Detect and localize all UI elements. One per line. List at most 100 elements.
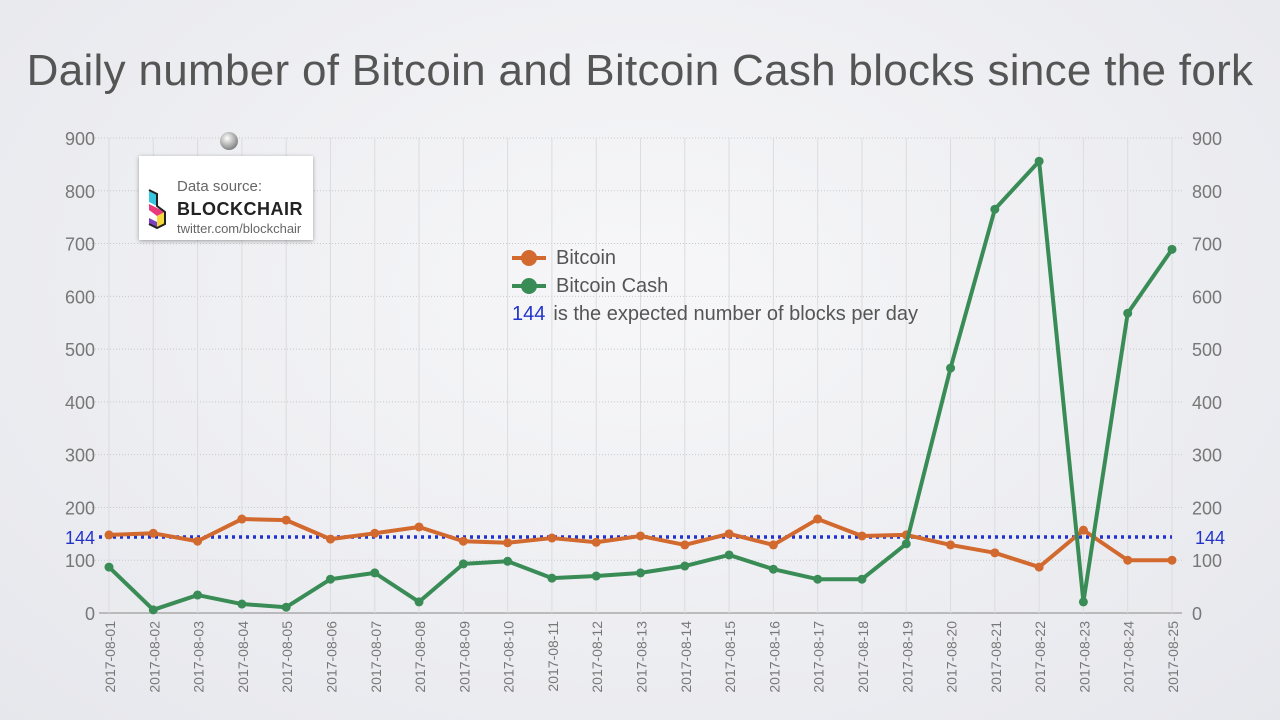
data-point-bitcoin-cash	[857, 574, 867, 584]
data-source-card: Data source: BLOCKCHAIR twitter.com/bloc…	[139, 156, 313, 240]
source-label: Data source:	[177, 178, 263, 195]
y-tick-label-right: 600	[1192, 287, 1222, 307]
y-tick-label-left: 700	[65, 235, 95, 255]
data-point-bitcoin-cash	[1123, 308, 1133, 318]
data-point-bitcoin-cash	[547, 573, 557, 583]
data-point-bitcoin	[503, 538, 513, 548]
data-point-bitcoin-cash	[768, 564, 778, 574]
y-tick-label-left: 200	[65, 498, 95, 518]
x-tick-label: 2017-08-25	[1165, 621, 1181, 693]
x-tick-label: 2017-08-22	[1032, 621, 1048, 693]
y-tick-label-right: 100	[1192, 551, 1222, 571]
x-tick-label: 2017-08-15	[722, 621, 738, 693]
legend-marker	[512, 278, 546, 294]
data-point-bitcoin	[414, 522, 424, 532]
y-tick-label-left: 500	[65, 340, 95, 360]
x-tick-label: 2017-08-13	[634, 621, 650, 693]
legend: Bitcoin Bitcoin Cash 144 is the expected …	[512, 244, 918, 328]
x-tick-label: 2017-08-10	[501, 621, 517, 693]
data-point-bitcoin	[325, 534, 335, 544]
data-point-bitcoin	[946, 540, 956, 550]
data-point-bitcoin-cash	[1078, 597, 1088, 607]
y-tick-label-left: 400	[65, 393, 95, 413]
data-point-bitcoin	[370, 528, 380, 538]
x-tick-label: 2017-08-11	[545, 621, 561, 692]
x-tick-label: 2017-08-18	[855, 621, 871, 693]
x-tick-label: 2017-08-17	[811, 621, 827, 693]
data-point-bitcoin	[813, 514, 823, 524]
data-point-bitcoin-cash	[591, 571, 601, 581]
x-tick-label: 2017-08-03	[191, 621, 207, 693]
reference-label-left: 144	[65, 528, 95, 548]
legend-marker	[512, 250, 546, 266]
data-point-bitcoin-cash	[503, 556, 513, 566]
data-point-bitcoin	[636, 531, 645, 541]
data-point-bitcoin	[591, 537, 601, 547]
data-point-bitcoin-cash	[680, 561, 690, 571]
data-point-bitcoin-cash	[901, 539, 911, 549]
x-tick-label: 2017-08-04	[235, 621, 251, 693]
y-tick-label-right: 800	[1192, 182, 1222, 202]
x-tick-label: 2017-08-20	[944, 621, 960, 693]
x-tick-label: 2017-08-02	[146, 621, 162, 693]
annotation-number: 144	[512, 302, 546, 325]
data-point-bitcoin-cash	[193, 590, 203, 600]
data-point-bitcoin-cash	[148, 605, 158, 615]
data-point-bitcoin	[680, 540, 690, 550]
legend-label: Bitcoin	[556, 246, 617, 269]
data-point-bitcoin	[237, 514, 247, 524]
y-tick-label-right: 900	[1192, 129, 1222, 149]
x-tick-label: 2017-08-21	[988, 621, 1004, 693]
x-tick-label: 2017-08-14	[678, 621, 694, 693]
x-tick-label: 2017-08-01	[102, 621, 118, 693]
data-point-bitcoin-cash	[370, 568, 380, 578]
data-point-bitcoin-cash	[636, 568, 645, 578]
data-point-bitcoin	[193, 536, 203, 546]
y-tick-label-right: 500	[1192, 340, 1222, 360]
data-point-bitcoin	[148, 528, 158, 538]
data-point-bitcoin	[857, 531, 867, 541]
data-point-bitcoin-cash	[1034, 156, 1044, 166]
data-point-bitcoin-cash	[281, 602, 291, 612]
y-tick-label-right: 700	[1192, 235, 1222, 255]
data-point-bitcoin-cash	[813, 574, 823, 584]
x-tick-label: 2017-08-07	[368, 621, 384, 693]
data-point-bitcoin-cash	[458, 559, 468, 569]
data-point-bitcoin	[1167, 555, 1177, 565]
data-point-bitcoin	[458, 536, 468, 546]
data-point-bitcoin-cash	[237, 599, 247, 609]
data-point-bitcoin	[1123, 555, 1133, 565]
data-point-bitcoin	[990, 548, 1000, 558]
data-point-bitcoin-cash	[1167, 244, 1177, 254]
y-tick-label-right: 200	[1192, 498, 1222, 518]
y-tick-label-left: 100	[65, 551, 95, 571]
data-point-bitcoin-cash	[325, 574, 335, 584]
data-point-bitcoin-cash	[990, 204, 1000, 214]
annotation: 144 is the expected number of blocks per …	[512, 300, 918, 328]
data-point-bitcoin	[768, 540, 778, 550]
x-tick-label: 2017-08-23	[1076, 621, 1092, 693]
x-tick-label: 2017-08-09	[456, 621, 472, 693]
y-tick-label-left: 900	[65, 129, 95, 149]
data-point-bitcoin	[1034, 562, 1044, 572]
blockchair-logo-icon	[148, 189, 166, 230]
data-point-bitcoin	[1078, 525, 1088, 535]
pushpin-icon	[220, 132, 238, 150]
data-point-bitcoin-cash	[414, 597, 424, 607]
y-tick-label-left: 800	[65, 182, 95, 202]
x-tick-label: 2017-08-06	[323, 621, 339, 693]
data-point-bitcoin	[104, 530, 114, 540]
data-point-bitcoin	[724, 529, 734, 539]
data-point-bitcoin-cash	[104, 562, 114, 572]
data-point-bitcoin-cash	[724, 550, 734, 560]
legend-item-bitcoin-cash: Bitcoin Cash	[512, 272, 918, 300]
source-link: twitter.com/blockchair	[177, 221, 302, 236]
x-tick-label: 2017-08-19	[899, 621, 915, 693]
x-tick-label: 2017-08-16	[766, 621, 782, 693]
y-tick-label-right: 400	[1192, 393, 1222, 413]
y-tick-label-left: 600	[65, 287, 95, 307]
reference-label-right: 144	[1195, 528, 1225, 548]
data-point-bitcoin	[547, 533, 557, 543]
annotation-text: is the expected number of blocks per day	[553, 302, 919, 325]
